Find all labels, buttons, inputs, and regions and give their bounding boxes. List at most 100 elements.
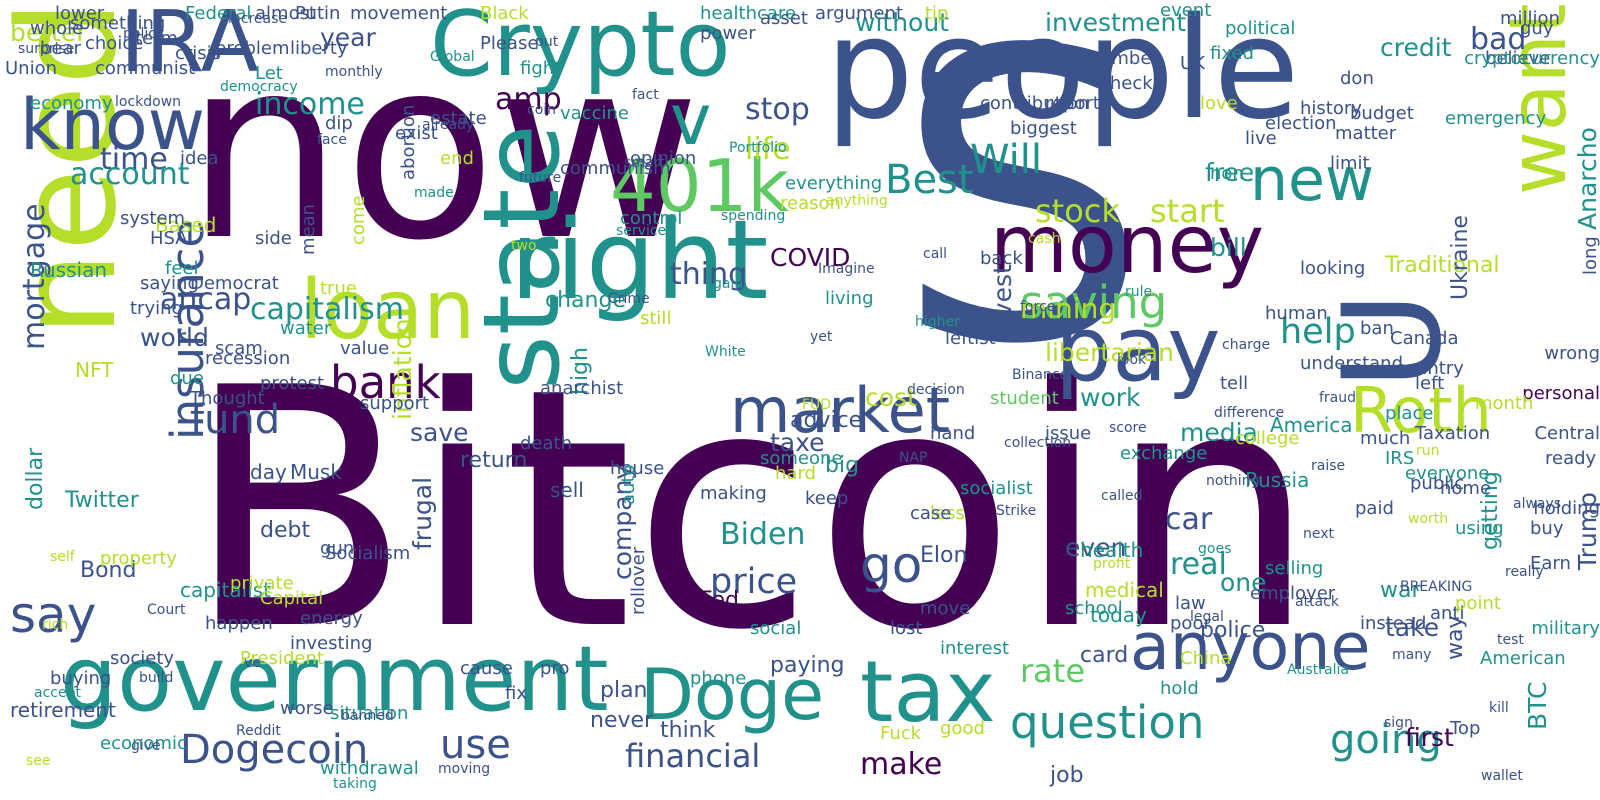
cloud-word: phone xyxy=(690,668,747,689)
cloud-word: cause xyxy=(460,658,513,679)
cloud-word: problem xyxy=(215,38,290,59)
cloud-word: asset xyxy=(760,8,808,29)
cloud-word: media xyxy=(1180,418,1258,447)
cloud-word: future xyxy=(519,170,562,186)
cloud-word: never xyxy=(590,708,654,733)
cloud-word: health xyxy=(1080,538,1144,562)
cloud-word: sell xyxy=(550,478,584,502)
cloud-word: banned xyxy=(341,708,394,724)
cloud-word: S xyxy=(895,0,1149,432)
cloud-word: keep xyxy=(805,488,849,509)
cloud-word: public xyxy=(1410,473,1465,494)
cloud-word: poor xyxy=(1170,613,1211,634)
cloud-word: help xyxy=(1280,312,1356,352)
cloud-word: Global xyxy=(430,49,475,65)
cloud-word: lockdown xyxy=(115,94,182,110)
cloud-word: vaccine xyxy=(560,103,629,124)
cloud-word: hand xyxy=(930,423,976,444)
cloud-word: monthly xyxy=(325,64,383,80)
cloud-word: saying xyxy=(140,273,199,294)
cloud-word: Portfolio xyxy=(729,140,787,156)
cloud-word: Putin xyxy=(295,3,341,24)
cloud-word: withdrawal xyxy=(320,758,419,779)
cloud-word: feel xyxy=(165,258,199,279)
cloud-word: save xyxy=(410,418,469,447)
cloud-word: check xyxy=(1100,73,1153,94)
cloud-word: capitalist xyxy=(180,578,271,602)
cloud-word: Canada xyxy=(1390,328,1459,349)
cloud-word: market xyxy=(730,374,951,447)
cloud-word: interest xyxy=(940,638,1010,659)
cloud-word: profit xyxy=(1093,556,1131,572)
cloud-word: think xyxy=(660,718,716,743)
cloud-word: country xyxy=(1395,358,1464,379)
cloud-word: issue xyxy=(1045,423,1092,444)
cloud-word: wallet xyxy=(1481,768,1523,784)
cloud-word: Crime xyxy=(608,291,650,307)
cloud-word: Bitcoin xyxy=(185,318,1317,702)
cloud-word: biggest xyxy=(1010,118,1077,139)
cloud-word: yet xyxy=(810,329,833,345)
cloud-word: rule xyxy=(1125,284,1153,300)
cloud-word: first xyxy=(1405,723,1454,752)
cloud-word: self xyxy=(50,549,75,565)
cloud-word: right xyxy=(510,196,769,324)
cloud-word: selling xyxy=(1265,558,1324,579)
cloud-word: democracy xyxy=(220,79,298,95)
cloud-word: Russian xyxy=(30,258,108,282)
cloud-word: use xyxy=(440,722,511,768)
cloud-word: Socialism xyxy=(325,543,411,564)
cloud-word: Please xyxy=(480,33,539,54)
cloud-word: buying xyxy=(50,668,112,689)
cloud-word: legal xyxy=(1190,609,1224,625)
cloud-word: taking xyxy=(333,776,377,792)
cloud-word: rollover xyxy=(628,546,649,615)
cloud-word: China xyxy=(1180,648,1232,669)
cloud-word: lower xyxy=(55,3,105,24)
cloud-word: case xyxy=(910,503,952,524)
cloud-word: UK xyxy=(1180,53,1205,74)
cloud-word: Elon xyxy=(920,543,968,568)
cloud-word: investment xyxy=(1045,8,1187,37)
cloud-word: force xyxy=(1020,299,1056,315)
cloud-word: almost xyxy=(255,3,317,24)
cloud-word: work xyxy=(1080,383,1141,412)
cloud-word: Let xyxy=(255,63,283,84)
cloud-word: election xyxy=(1265,113,1337,134)
cloud-word: mining xyxy=(1020,292,1117,325)
cloud-word: card xyxy=(1080,643,1129,668)
cloud-word: dip xyxy=(325,113,353,134)
cloud-word: looking xyxy=(1300,258,1366,279)
cloud-word: scam xyxy=(215,338,263,359)
cloud-word: Top xyxy=(1450,718,1481,739)
cloud-word: fact xyxy=(632,87,659,103)
cloud-word: communist xyxy=(95,58,196,79)
cloud-word: matter xyxy=(1335,123,1397,144)
cloud-word: income xyxy=(255,87,365,122)
cloud-word: anarchist xyxy=(540,378,624,399)
cloud-word: report xyxy=(1045,93,1100,114)
cloud-word: exchange xyxy=(1120,443,1208,464)
cloud-word: opinion xyxy=(630,148,697,169)
cloud-word: Federal xyxy=(185,3,252,24)
cloud-word: rich xyxy=(42,617,69,633)
cloud-word: socialist xyxy=(960,478,1033,499)
cloud-word: water xyxy=(280,318,332,339)
cloud-word: Fuck xyxy=(880,723,922,744)
cloud-word: cost xyxy=(865,383,917,412)
cloud-word: wrong xyxy=(1544,343,1600,364)
cloud-word: crisis xyxy=(175,43,222,64)
cloud-word: less xyxy=(930,503,965,524)
cloud-word: amp xyxy=(495,82,562,117)
cloud-word: student xyxy=(990,388,1059,409)
cloud-word: love xyxy=(1200,93,1238,114)
cloud-word: account xyxy=(70,157,190,192)
cloud-word: today xyxy=(1090,603,1147,627)
cloud-word: social xyxy=(750,618,802,639)
cloud-word: buy xyxy=(1530,518,1564,539)
cloud-word: Fed xyxy=(700,588,739,613)
cloud-word: whole xyxy=(30,18,84,39)
cloud-word: power xyxy=(700,23,756,44)
cloud-word: life xyxy=(745,132,791,167)
cloud-word: Remember xyxy=(1060,48,1159,69)
